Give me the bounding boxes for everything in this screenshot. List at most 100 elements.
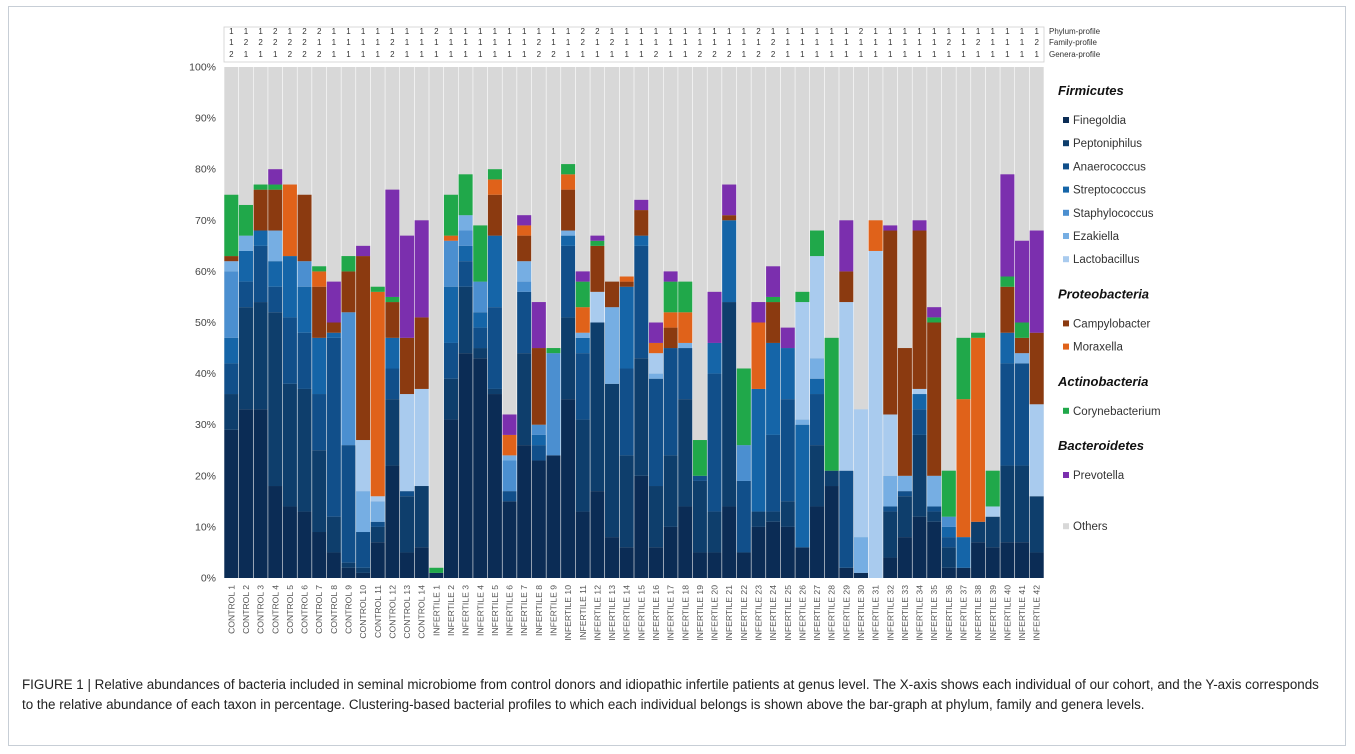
- profile-value: 1: [961, 50, 966, 59]
- bar-segment-finegoldia: [722, 506, 737, 578]
- bar-segment-finegoldia: [297, 511, 312, 578]
- x-tick-label: INFERTILE 25: [783, 585, 793, 641]
- bar-segment-corynebacterium: [385, 296, 400, 303]
- bar-segment-streptococcus: [473, 312, 488, 328]
- bar-segment-peptoniphilus: [370, 526, 385, 543]
- bar-segment-finegoldia: [531, 460, 546, 578]
- bar-segment-finegoldia: [1015, 542, 1030, 578]
- x-tick-label: INFERTILE 9: [548, 585, 558, 636]
- x-tick-label: INFERTILE 2: [446, 585, 456, 636]
- profile-value: 1: [844, 27, 849, 36]
- profile-label: Family-profile: [1049, 38, 1098, 47]
- x-tick-label: INFERTILE 42: [1032, 585, 1042, 641]
- bar-segment-lactobacillus: [810, 256, 825, 359]
- profile-value: 1: [903, 27, 908, 36]
- profile-value: 2: [1034, 38, 1039, 47]
- legend-group-label: Firmicutes: [1058, 83, 1124, 98]
- x-tick-label: INFERTILE 37: [958, 585, 968, 641]
- bar-segment-anaerococcus: [531, 445, 546, 461]
- profile-value: 1: [683, 38, 688, 47]
- bar-segment-ezakiella: [575, 332, 590, 338]
- bar-segment-peptoniphilus: [268, 312, 283, 487]
- profile-value: 1: [624, 38, 629, 47]
- profile-value: 2: [302, 38, 307, 47]
- profile-value: 1: [829, 38, 834, 47]
- profile-value: 1: [888, 27, 893, 36]
- bar-segment-lactobacillus: [883, 414, 898, 476]
- profile-value: 1: [581, 50, 586, 59]
- bar-segment-peptoniphilus: [517, 353, 532, 446]
- bar-segment-streptococcus: [941, 526, 956, 538]
- bar-segment-corynebacterium: [429, 567, 444, 573]
- bar-segment-prevotella: [531, 302, 546, 349]
- profile-value: 1: [346, 38, 351, 47]
- profile-value: 2: [727, 50, 732, 59]
- profile-label: Genera-profile: [1049, 50, 1101, 59]
- bar-segment-campylobacter: [253, 189, 268, 231]
- bar-segment-moraxella: [487, 179, 502, 195]
- bar-segment-anaerococcus: [502, 491, 517, 502]
- bar-segment-streptococcus: [619, 286, 634, 369]
- bar-segment-anaerococcus: [224, 363, 239, 395]
- bar-segment-ezakiella: [810, 358, 825, 379]
- bar-segment-peptoniphilus: [443, 378, 458, 420]
- bar-segment-ezakiella: [1015, 353, 1030, 364]
- bar-segment-anaerococcus: [473, 327, 488, 349]
- bar-segment-finegoldia: [1000, 542, 1015, 578]
- bar-segment-ezakiella: [648, 373, 663, 379]
- x-tick-label: INFERTILE 4: [475, 585, 485, 636]
- profile-value: 1: [478, 38, 483, 47]
- bar-segment-finegoldia: [356, 572, 371, 578]
- profile-value: 1: [551, 27, 556, 36]
- bar-segment-corynebacterium: [312, 266, 327, 272]
- bar-segment-others: [429, 67, 444, 578]
- bar-segment-corynebacterium: [985, 470, 1000, 507]
- legend: Firmicutes Finegoldia Peptoniphilus Anaeroc…: [1057, 83, 1161, 533]
- bar-segment-moraxella: [956, 399, 971, 538]
- bar-segment-anaerococcus: [692, 475, 707, 481]
- x-tick-label: INFERTILE 22: [739, 585, 749, 641]
- profile-value: 1: [1034, 27, 1039, 36]
- legend-item: Finegoldia: [1073, 115, 1127, 127]
- x-tick-label: CONTROL 10: [358, 585, 368, 639]
- bar-segment-finegoldia: [648, 547, 663, 578]
- bar-segment-peptoniphilus: [707, 511, 722, 553]
- x-tick-label: INFERTILE 19: [695, 585, 705, 641]
- bar-segment-peptoniphilus: [414, 486, 429, 548]
- legend-item: Lactobacillus: [1073, 254, 1140, 266]
- bar-segment-finegoldia: [766, 521, 781, 578]
- profile-value: 1: [917, 38, 922, 47]
- profile-value: 1: [742, 27, 747, 36]
- profile-value: 2: [537, 50, 542, 59]
- bar-segment-anaerococcus: [341, 445, 356, 563]
- profile-value: 1: [346, 50, 351, 59]
- bar-segment-prevotella: [326, 281, 341, 323]
- bar-segment-peptoniphilus: [385, 399, 400, 466]
- bar-segment-peptoniphilus: [487, 388, 502, 395]
- bar-segment-moraxella: [312, 271, 327, 287]
- bar-segment-prevotella: [1015, 240, 1030, 323]
- profile-value: 1: [654, 38, 659, 47]
- bar-segment-finegoldia: [619, 547, 634, 578]
- legend-swatch: [1063, 343, 1069, 350]
- y-tick-label: 0%: [201, 573, 216, 585]
- bar-segment-corynebacterium: [575, 281, 590, 308]
- legend-swatch: [1063, 256, 1069, 263]
- bar-segment-campylobacter: [356, 256, 371, 441]
- bar-segment-peptoniphilus: [634, 358, 649, 476]
- bar-segment-anaerococcus: [766, 434, 781, 512]
- bar-segment-moraxella: [443, 235, 458, 241]
- profile-value: 1: [829, 50, 834, 59]
- profile-value: 1: [537, 27, 542, 36]
- bar-segment-streptococcus: [253, 230, 268, 246]
- bar-segment-finegoldia: [824, 486, 839, 578]
- bar-segment-ezakiella: [458, 215, 473, 231]
- bar-segment-anaerococcus: [458, 261, 473, 287]
- profile-value: 1: [742, 38, 747, 47]
- bar-segment-campylobacter: [385, 302, 400, 338]
- bar-segment-lactobacillus: [648, 353, 663, 374]
- x-tick-label: INFERTILE 31: [871, 585, 881, 641]
- bar-segment-anaerococcus: [443, 342, 458, 379]
- bar-segment-staphylococcus: [546, 353, 561, 456]
- bar-segment-campylobacter: [766, 302, 781, 343]
